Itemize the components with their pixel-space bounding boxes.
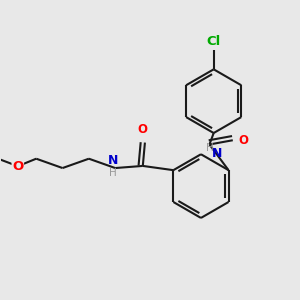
- Text: H: H: [206, 143, 214, 153]
- Text: H: H: [109, 168, 117, 178]
- Text: O: O: [12, 160, 23, 173]
- Text: O: O: [238, 134, 248, 147]
- Text: Cl: Cl: [207, 35, 221, 48]
- Text: N: N: [212, 147, 222, 161]
- Text: O: O: [138, 123, 148, 136]
- Text: N: N: [108, 154, 118, 167]
